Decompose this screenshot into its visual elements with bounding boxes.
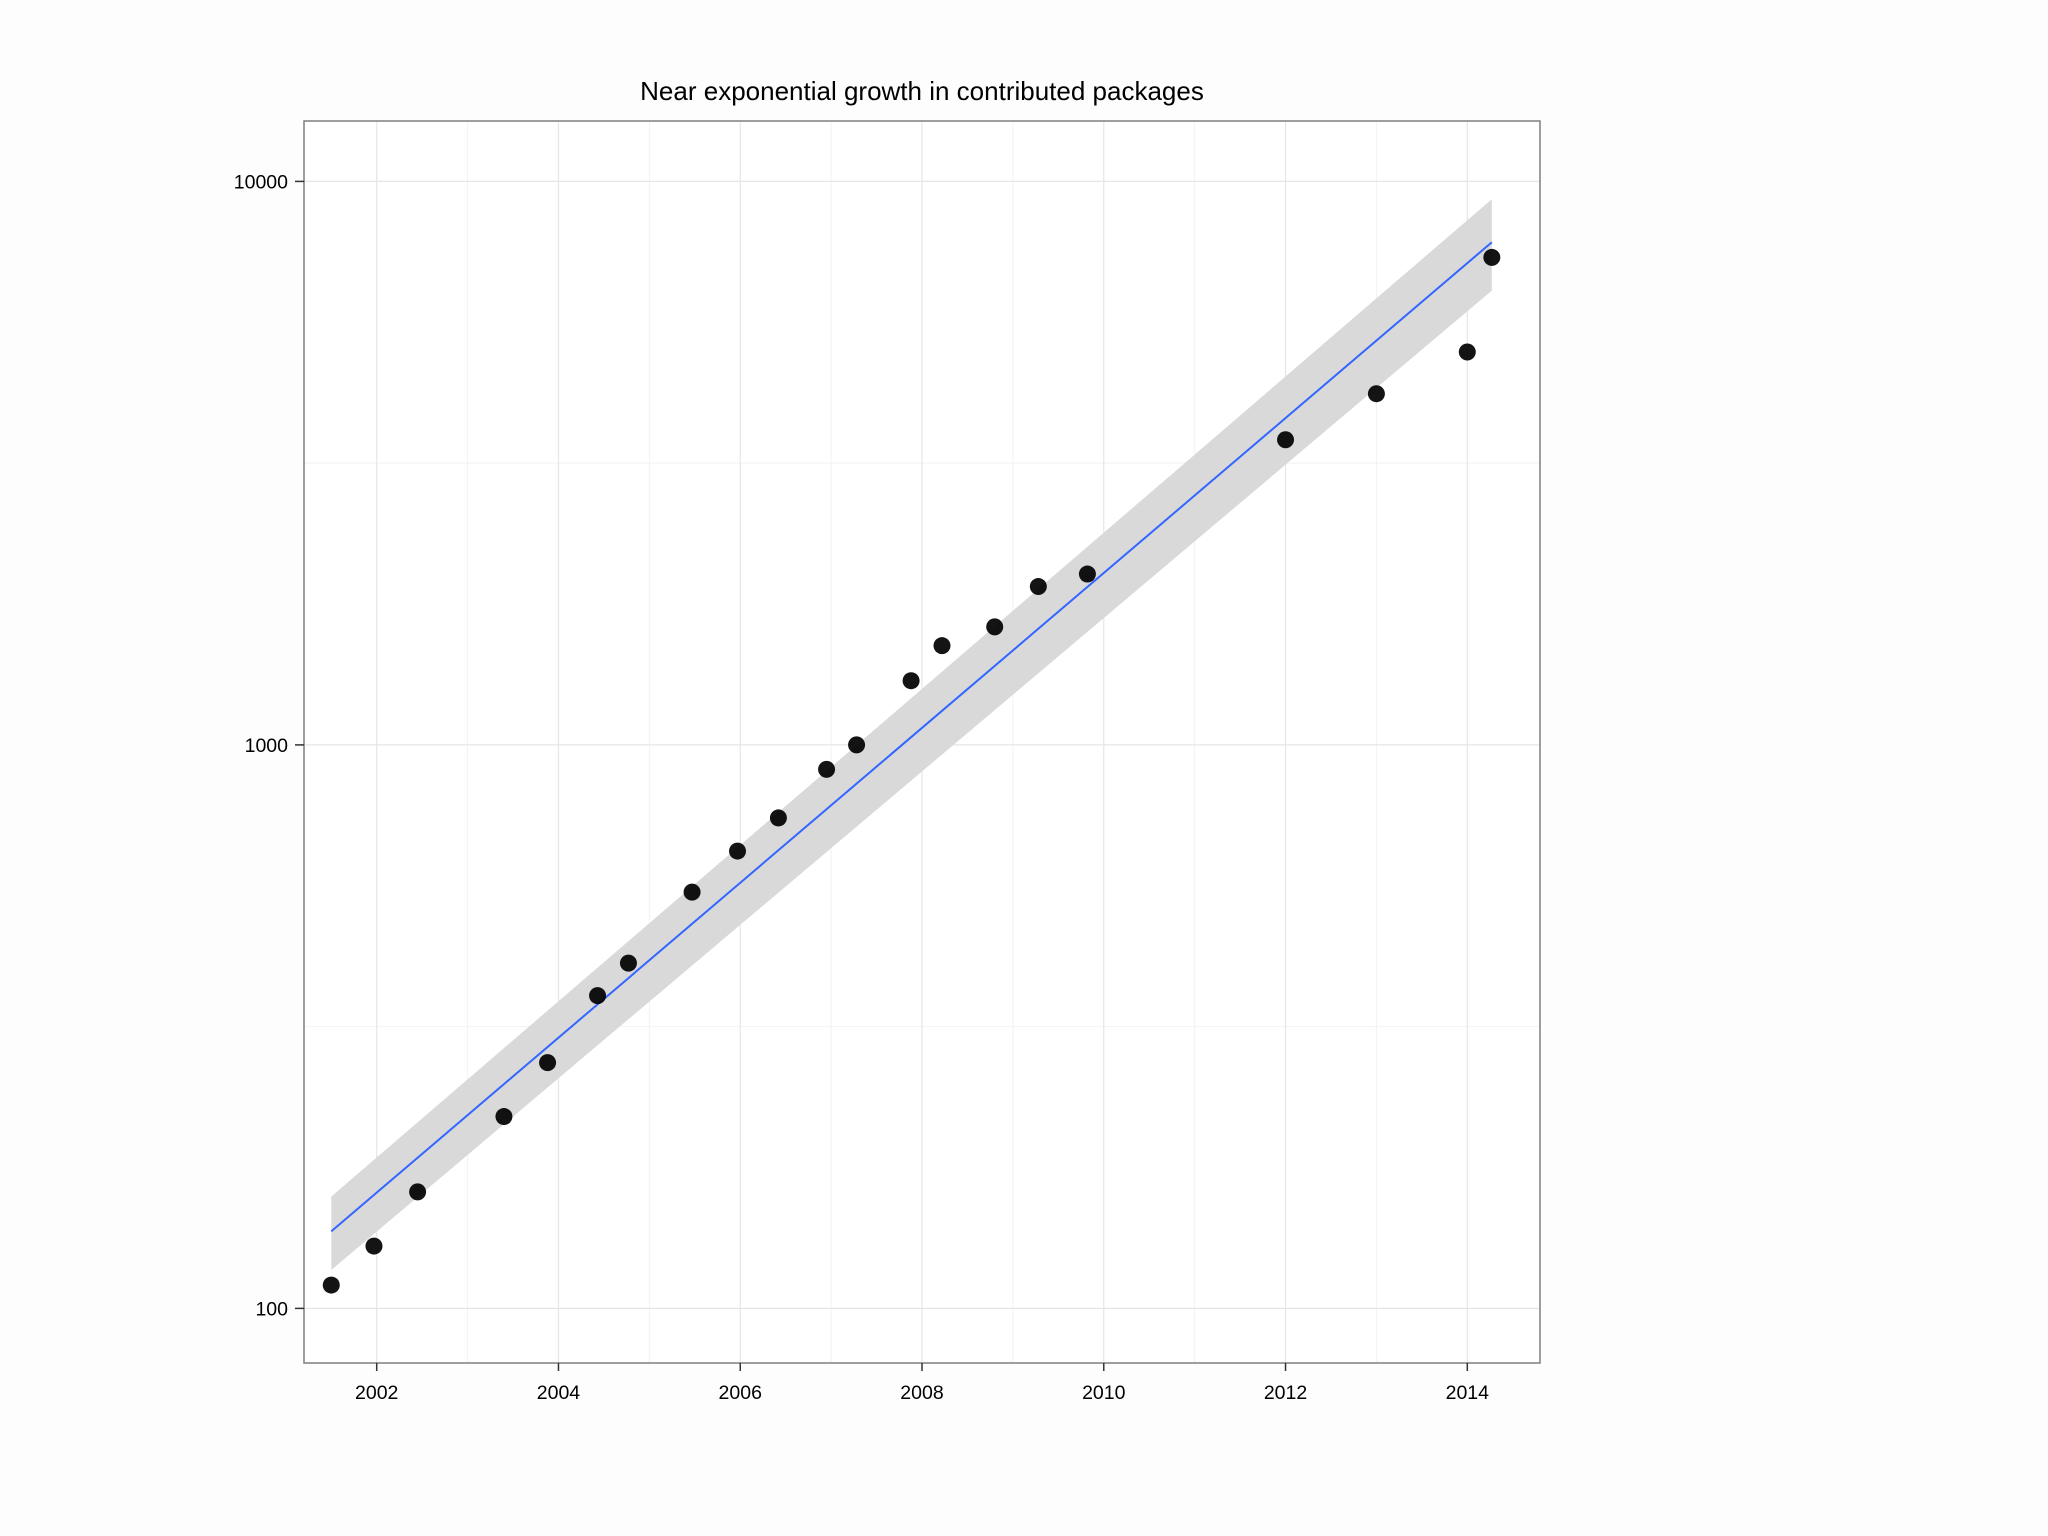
x-tick-label: 2010 <box>1082 1382 1126 1404</box>
data-point <box>933 637 951 655</box>
y-tick-label: 1000 <box>245 735 289 757</box>
data-point <box>1483 248 1501 266</box>
data-point <box>409 1183 427 1201</box>
data-point <box>1367 385 1385 403</box>
data-point <box>322 1276 340 1294</box>
data-point <box>589 987 607 1005</box>
x-tick-label: 2012 <box>1264 1382 1307 1404</box>
data-point <box>818 760 836 778</box>
x-axis: 2002 2004 2006 2008 2010 2012 2014 <box>355 1363 1489 1404</box>
x-tick-label: 2004 <box>537 1382 581 1404</box>
x-tick-label: 2006 <box>719 1382 762 1404</box>
y-tick-label: 10000 <box>234 171 288 193</box>
data-point <box>848 736 866 754</box>
data-point <box>1277 431 1295 449</box>
data-point <box>619 954 637 972</box>
data-point <box>683 883 701 901</box>
major-gridlines <box>304 121 1540 1363</box>
trend-line <box>330 241 1493 1233</box>
data-point <box>769 809 787 827</box>
x-tick-label: 2014 <box>1446 1382 1490 1404</box>
data-points <box>322 248 1501 1294</box>
y-tick-label: 100 <box>255 1298 288 1320</box>
x-tick-label: 2002 <box>355 1382 398 1404</box>
data-point <box>986 618 1004 636</box>
data-point <box>729 842 747 860</box>
chart-title: Near exponential growth in contributed p… <box>640 76 1204 106</box>
data-point <box>1078 565 1096 583</box>
data-point <box>1458 343 1476 361</box>
data-point <box>495 1108 513 1126</box>
minor-gridlines <box>304 121 1540 1363</box>
y-axis: 100 1000 10000 <box>234 171 304 1320</box>
data-point <box>539 1054 557 1072</box>
x-tick-label: 2008 <box>900 1382 943 1404</box>
confidence-band <box>331 199 1492 1271</box>
data-point <box>902 672 920 690</box>
data-point <box>365 1237 383 1255</box>
data-point <box>1029 578 1047 596</box>
